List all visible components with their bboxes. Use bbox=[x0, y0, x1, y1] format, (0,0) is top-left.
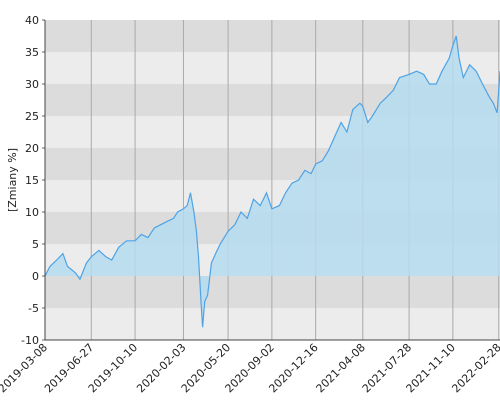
grid-band bbox=[45, 52, 500, 84]
series-line bbox=[44, 35, 500, 328]
y-tick-label: 40 bbox=[25, 14, 39, 27]
y-tick-label: 20 bbox=[25, 142, 39, 155]
y-tick-label: 10 bbox=[25, 206, 39, 219]
y-tick-label: 15 bbox=[25, 174, 39, 187]
y-tick-label: -5 bbox=[28, 302, 39, 315]
y-tick-label: 30 bbox=[25, 78, 39, 91]
area-fill bbox=[45, 36, 500, 328]
y-tick-label: -10 bbox=[21, 334, 39, 347]
grid-band bbox=[45, 276, 500, 308]
y-tick-label: 25 bbox=[25, 110, 39, 123]
y-tick-label: 5 bbox=[32, 238, 39, 251]
x-tick-label: 2022-02-28 bbox=[449, 341, 500, 395]
grid-band bbox=[45, 308, 500, 340]
y-axis-label: [Zmiany %] bbox=[6, 148, 19, 212]
grid-band bbox=[45, 20, 500, 52]
y-tick-label: 0 bbox=[32, 270, 39, 283]
y-tick-label: 35 bbox=[25, 46, 39, 59]
